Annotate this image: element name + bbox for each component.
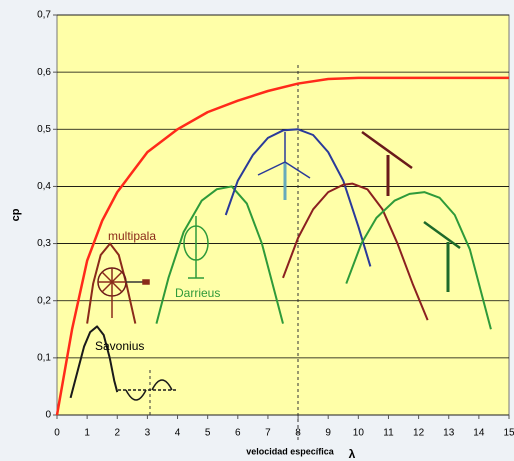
- plot-area: [57, 15, 509, 415]
- x-axis-label: velocidad específica: [246, 446, 335, 456]
- x-tick-label: 9: [325, 428, 331, 439]
- y-tick-label: 0: [45, 410, 51, 421]
- x-tick-label: 6: [235, 428, 241, 439]
- x-tick-label: 10: [353, 428, 365, 439]
- x-tick-label: 7: [265, 428, 271, 439]
- series-label: Darrieus: [175, 286, 220, 300]
- series-label: multipala: [108, 229, 156, 243]
- y-axis-label: cp: [10, 208, 22, 221]
- x-tick-label: 15: [503, 428, 514, 439]
- y-tick-label: 0,5: [37, 124, 51, 135]
- x-tick-label: 5: [205, 428, 211, 439]
- series-label: Savonius: [95, 339, 144, 353]
- x-axis-symbol: λ: [349, 447, 356, 461]
- x-tick-label: 11: [383, 428, 394, 439]
- x-tick-label: 13: [443, 428, 455, 439]
- y-tick-label: 0,1: [37, 352, 51, 363]
- y-tick-label: 0,7: [37, 10, 51, 21]
- x-tick-label: 2: [114, 428, 120, 439]
- y-tick-label: 0,4: [37, 181, 51, 192]
- y-tick-label: 0,2: [37, 295, 51, 306]
- x-tick-label: 12: [413, 428, 425, 439]
- x-tick-label: 0: [54, 428, 60, 439]
- x-tick-label: 14: [473, 428, 485, 439]
- chart: velocidad específica λ cp 0 0,1 0,2 0,3 0,4 0…: [0, 0, 514, 461]
- y-tick-label: 0,3: [37, 238, 51, 249]
- x-tick-label: 3: [145, 428, 151, 439]
- y-tick-label: 0,6: [37, 67, 51, 78]
- x-tick-label: 4: [175, 428, 181, 439]
- x-tick-label: 1: [84, 428, 90, 439]
